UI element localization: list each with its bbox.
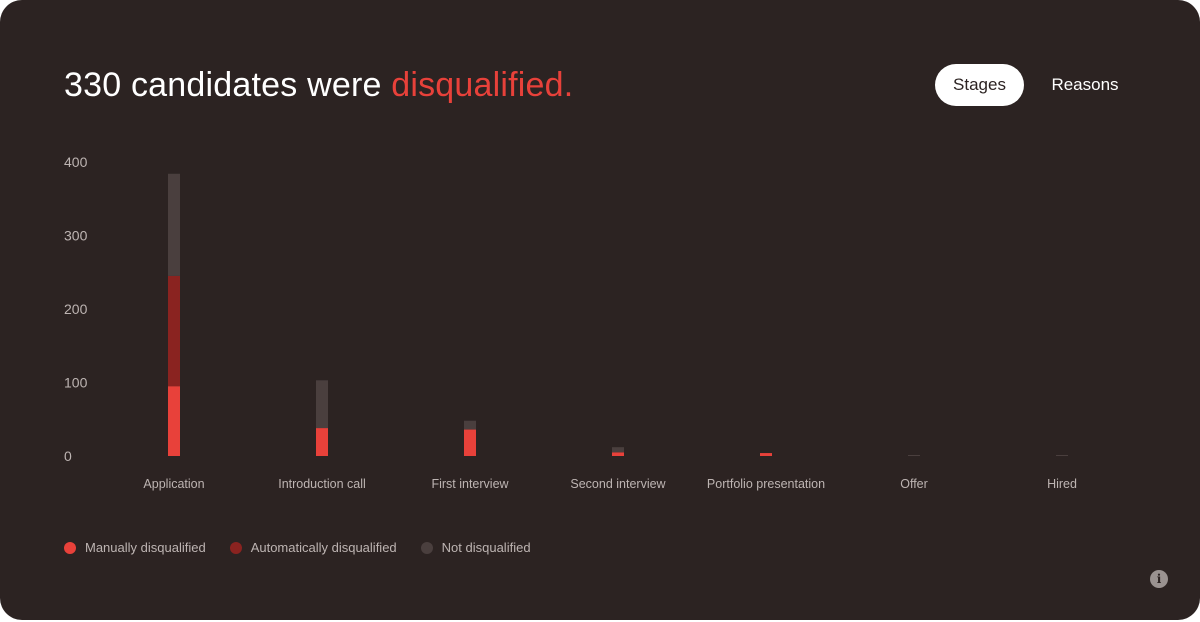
bar-automatic[interactable] xyxy=(168,275,180,387)
bar-not-disqualified[interactable] xyxy=(612,447,624,453)
x-tick-label: Hired xyxy=(1047,477,1077,491)
legend-item-manual: Manually disqualified xyxy=(64,540,206,555)
bar-empty-marker xyxy=(908,455,920,456)
reasons-toggle-button[interactable]: Reasons xyxy=(1040,64,1130,106)
y-tick-label: 200 xyxy=(64,301,88,317)
y-tick-label: 0 xyxy=(64,448,72,464)
info-icon[interactable]: i xyxy=(1150,570,1168,588)
page-title: 330 candidates were disqualified. xyxy=(64,66,573,105)
bar-empty-marker xyxy=(1056,455,1068,456)
y-axis: 0 100 200 300 400 xyxy=(64,154,88,464)
bar-not-disqualified[interactable] xyxy=(316,380,328,429)
legend-item-not-disqualified: Not disqualified xyxy=(420,540,531,555)
legend-swatch-not-disqualified xyxy=(420,541,433,554)
stacked-bar-chart: 0 100 200 300 400 Application Introduction ca… xyxy=(64,154,1077,491)
bar-manual[interactable] xyxy=(168,386,180,456)
legend: Manually disqualified Automatically disq… xyxy=(64,540,555,555)
legend-item-automatic: Automatically disqualified xyxy=(229,540,397,555)
legend-label-automatic: Automatically disqualified xyxy=(250,540,397,555)
x-axis: Application Introduction call First interv… xyxy=(143,477,1077,491)
legend-label-manual: Manually disqualified xyxy=(85,540,206,555)
title-prefix: 330 candidates were xyxy=(64,66,382,104)
bar-manual[interactable] xyxy=(464,429,476,456)
bar-not-disqualified[interactable] xyxy=(168,173,180,276)
y-tick-label: 100 xyxy=(64,375,88,391)
title-accent: disqualified. xyxy=(391,66,574,104)
bar-manual[interactable] xyxy=(316,428,328,456)
x-tick-label: Second interview xyxy=(570,477,666,491)
bar-manual[interactable] xyxy=(760,453,772,456)
legend-label-not-disqualified: Not disqualified xyxy=(441,540,531,555)
legend-swatch-manual xyxy=(64,541,76,554)
bars-group xyxy=(168,173,1068,456)
x-tick-label: Introduction call xyxy=(278,477,366,491)
stages-toggle-button[interactable]: Stages xyxy=(935,64,1024,106)
legend-swatch-automatic xyxy=(229,541,242,554)
x-tick-label: First interview xyxy=(431,477,509,491)
x-tick-label: Application xyxy=(143,477,204,491)
bar-manual[interactable] xyxy=(612,452,624,456)
bar-not-disqualified[interactable] xyxy=(464,420,476,430)
y-tick-label: 300 xyxy=(64,228,88,244)
x-tick-label: Offer xyxy=(900,477,928,491)
y-tick-label: 400 xyxy=(64,154,88,170)
x-tick-label: Portfolio presentation xyxy=(707,477,825,491)
